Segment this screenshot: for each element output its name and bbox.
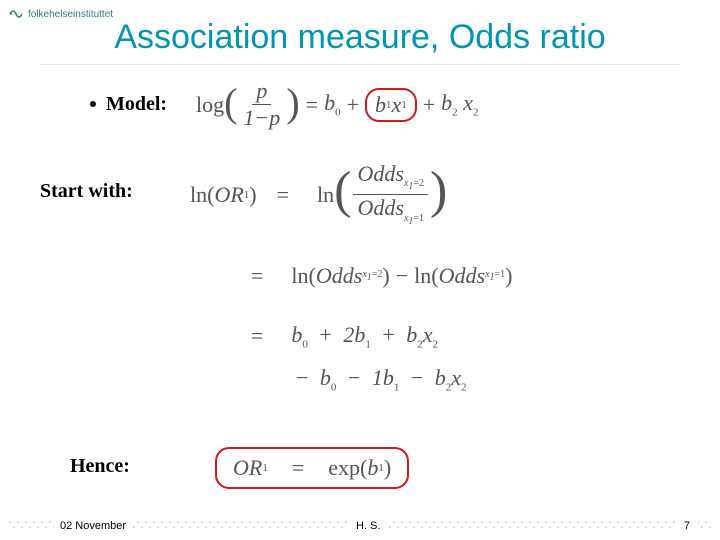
eq5-equals: = — [292, 455, 304, 481]
odds-fraction: Oddsx1=2 Oddsx1=1 — [353, 163, 428, 227]
b1-b: b — [375, 92, 386, 118]
eq5-b1: b — [367, 455, 378, 481]
footer-date: 02 November — [54, 520, 132, 532]
frac-den: 1−p — [239, 105, 284, 129]
b2-sub: 2 — [452, 107, 458, 119]
page-title: Association measure, Odds ratio — [0, 18, 720, 57]
eq1: ln ( OR1 ) = ln ( Oddsx1=2 Oddsx1=1 ) — [190, 163, 447, 227]
footer-author: H. S. — [348, 520, 388, 532]
b2x2: b2 x2 — [441, 90, 478, 118]
slide: folkehelseinstituttet Association measur… — [0, 0, 720, 540]
p-fraction: p 1−p — [239, 80, 284, 129]
plus2: + — [423, 92, 435, 118]
x2-sub: 2 — [473, 107, 479, 119]
eq2-equals: = — [251, 263, 263, 289]
odds-top: Odds — [357, 161, 403, 186]
eq1-equals: = — [277, 182, 289, 208]
odds-den: Oddsx1=1 — [353, 195, 428, 226]
bullet-icon — [90, 101, 96, 107]
eq1-or: OR — [214, 182, 243, 208]
x1-x: x — [391, 92, 401, 118]
eq2-lnB: ln — [414, 263, 431, 289]
eq2-oddsB-val: =1 — [495, 269, 506, 280]
b0-sub: 0 — [335, 107, 341, 119]
eq1-ln2: ln — [317, 182, 334, 208]
start-with-label: Start with: — [40, 180, 133, 203]
eq2: = ln ( Oddsx1=2 ) − ln ( Oddsx1=1 ) — [245, 263, 513, 289]
title-divider — [40, 64, 680, 65]
model-label: Model: — [106, 93, 196, 116]
paren-right-icon: ) — [286, 91, 299, 115]
highlighted-b1x1: b1 x1 — [365, 88, 417, 122]
odds-bot-val: =1 — [413, 213, 424, 224]
equals: = — [306, 92, 318, 118]
eq5: OR1 = exp ( b1 ) — [215, 447, 409, 489]
eq3-equals: = — [251, 323, 263, 349]
eq4: − b0 − 1b1 − b2x2 — [246, 365, 467, 393]
eq4-terms: − b0 − 1b1 − b2x2 — [290, 365, 467, 393]
eq1-ln: ln — [190, 182, 207, 208]
frac-den-text: 1−p — [243, 105, 280, 130]
big-paren-right-icon: ) — [430, 175, 447, 206]
eq2-lnA: ln — [291, 263, 308, 289]
eq5-or-sub: 1 — [262, 462, 268, 474]
eq3-terms: b0 + 2b1 + b2x2 — [291, 322, 438, 350]
plus1: + — [347, 92, 359, 118]
x1-sub: 1 — [401, 99, 407, 111]
b0-b: b — [324, 90, 335, 115]
odds-num: Oddsx1=2 — [353, 163, 428, 195]
eq2-oddsA-val: =2 — [372, 269, 383, 280]
eq5-exp: exp — [328, 455, 360, 481]
hence-label: Hence: — [70, 455, 130, 478]
log-func: log — [196, 92, 224, 118]
highlighted-result: OR1 = exp ( b1 ) — [215, 447, 409, 489]
odds-top-val: =2 — [413, 178, 424, 189]
model-row: Model: log ( p 1−p ) = b0 + b1 x1 + b2 — [90, 80, 690, 129]
model-equation: log ( p 1−p ) = b0 + b1 x1 + b2 x2 — [196, 80, 478, 129]
paren-left-icon: ( — [224, 91, 237, 115]
odds-bot: Odds — [357, 195, 403, 220]
b2-b: b — [441, 90, 452, 115]
footer-page: 7 — [676, 520, 698, 532]
eq2-oddsB: Odds — [439, 263, 485, 289]
frac-num: p — [252, 80, 271, 105]
eq2-oddsA: Odds — [316, 263, 362, 289]
eq3: = b0 + 2b1 + b2x2 — [245, 322, 438, 350]
eq2-minus: − — [396, 263, 408, 289]
b0: b0 — [324, 90, 341, 118]
x2-x: x — [463, 90, 473, 115]
big-paren-left-icon: ( — [334, 175, 351, 206]
eq5-or: OR — [233, 455, 262, 481]
